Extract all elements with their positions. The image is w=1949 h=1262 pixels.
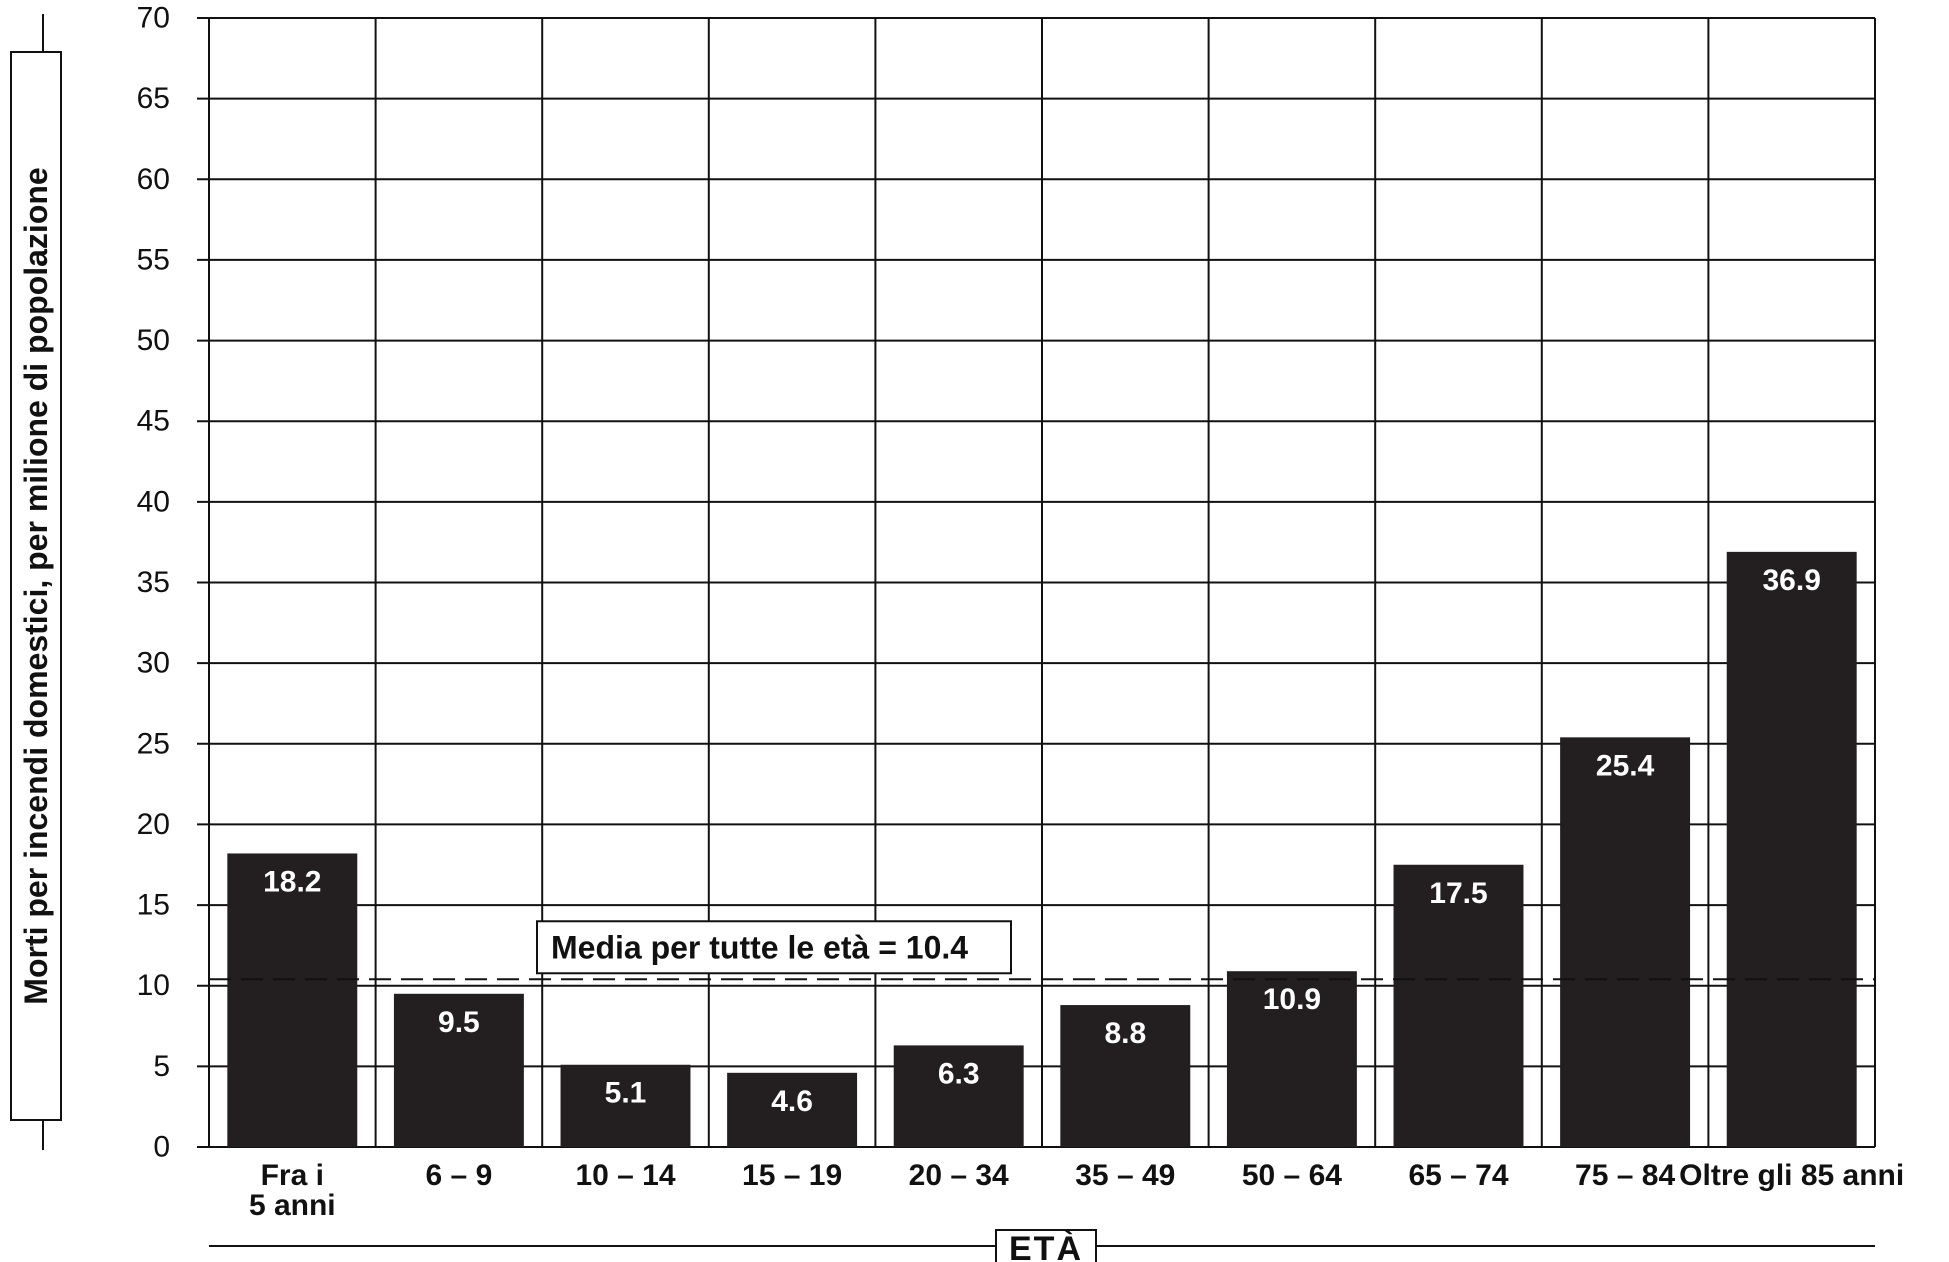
y-tick-label-10: 50 bbox=[137, 324, 170, 357]
y-tick-label-5: 25 bbox=[137, 727, 170, 760]
bar-value-label-3: 4.6 bbox=[771, 1085, 813, 1118]
average-label: Media per tutte le età = 10.4 bbox=[551, 929, 968, 965]
bar-0 bbox=[227, 853, 358, 1147]
x-label-box bbox=[995, 1229, 1097, 1262]
bar-9 bbox=[1726, 551, 1857, 1147]
bar-2 bbox=[560, 1064, 691, 1147]
bar-value-label-6: 10.9 bbox=[1263, 983, 1321, 1016]
bar-value-label-8: 25.4 bbox=[1596, 749, 1655, 782]
x-category-label-5: 35 – 49 bbox=[1075, 1159, 1175, 1192]
bar-1 bbox=[393, 993, 524, 1147]
x-category-label-4: 20 – 34 bbox=[909, 1159, 1009, 1192]
bars-group: 18.2 9.5 5.1 4.6 6.3 8.8 10.9 17.5 25.4 36.9 bbox=[227, 551, 1857, 1147]
y-tick-label-12: 60 bbox=[137, 163, 170, 196]
x-category-label-6: 50 – 64 bbox=[1242, 1159, 1342, 1192]
y-tick-label-4: 20 bbox=[137, 808, 170, 841]
y-tick-label-13: 65 bbox=[137, 82, 170, 115]
y-axis-label-group: Morti per incendi domestici, per milione… bbox=[10, 14, 62, 1150]
y-tick-label-6: 30 bbox=[137, 647, 170, 680]
bar-5 bbox=[1060, 1005, 1191, 1147]
y-tick-label-2: 10 bbox=[137, 969, 170, 1002]
y-tick-label-14: 70 bbox=[137, 2, 170, 35]
bar-8 bbox=[1560, 737, 1691, 1147]
bar-7 bbox=[1393, 864, 1524, 1147]
y-tick-label-0: 0 bbox=[153, 1131, 170, 1164]
y-axis-label: Morti per incendi domestici, per milione… bbox=[18, 167, 54, 1004]
y-tick-label-9: 45 bbox=[137, 405, 170, 438]
x-category-label-8: 75 – 84 bbox=[1575, 1159, 1675, 1192]
y-tick-label-3: 15 bbox=[137, 889, 170, 922]
average-reference: Media per tutte le età = 10.4 bbox=[209, 920, 1875, 981]
y-tick-label-7: 35 bbox=[137, 566, 170, 599]
bar-value-label-5: 8.8 bbox=[1104, 1017, 1146, 1050]
y-tick-label-1: 5 bbox=[153, 1050, 170, 1083]
bar-value-label-1: 9.5 bbox=[438, 1006, 480, 1039]
bar-4 bbox=[893, 1045, 1024, 1147]
y-label-box bbox=[10, 51, 62, 1121]
bar-value-label-7: 17.5 bbox=[1429, 877, 1487, 910]
bar-value-label-4: 6.3 bbox=[938, 1057, 980, 1090]
average-label-box bbox=[536, 920, 1012, 975]
x-category-label-2: 10 – 14 bbox=[575, 1159, 675, 1192]
y-axis-ticks: 0 5 10 15 20 25 30 35 40 45 50 55 60 65 70 bbox=[137, 2, 170, 1164]
bar-6 bbox=[1226, 971, 1357, 1147]
x-category-label-7: 65 – 74 bbox=[1408, 1159, 1508, 1192]
x-axis-label-group: ETÀ bbox=[209, 1229, 1875, 1262]
y-tick-label-11: 55 bbox=[137, 243, 170, 276]
x-axis-label: ETÀ bbox=[1009, 1230, 1083, 1262]
x-category-label-9: Oltre gli 85 anni bbox=[1679, 1159, 1904, 1192]
bar-value-label-2: 5.1 bbox=[605, 1077, 647, 1110]
y-tick-label-8: 40 bbox=[137, 485, 170, 518]
x-category-label-3: 15 – 19 bbox=[742, 1159, 842, 1192]
x-category-label-1: 6 – 9 bbox=[426, 1159, 493, 1192]
bar-3 bbox=[727, 1072, 858, 1147]
bar-value-label-9: 36.9 bbox=[1763, 564, 1821, 597]
bar-value-label-0: 18.2 bbox=[263, 865, 321, 898]
chart-grid bbox=[197, 17, 1876, 1148]
